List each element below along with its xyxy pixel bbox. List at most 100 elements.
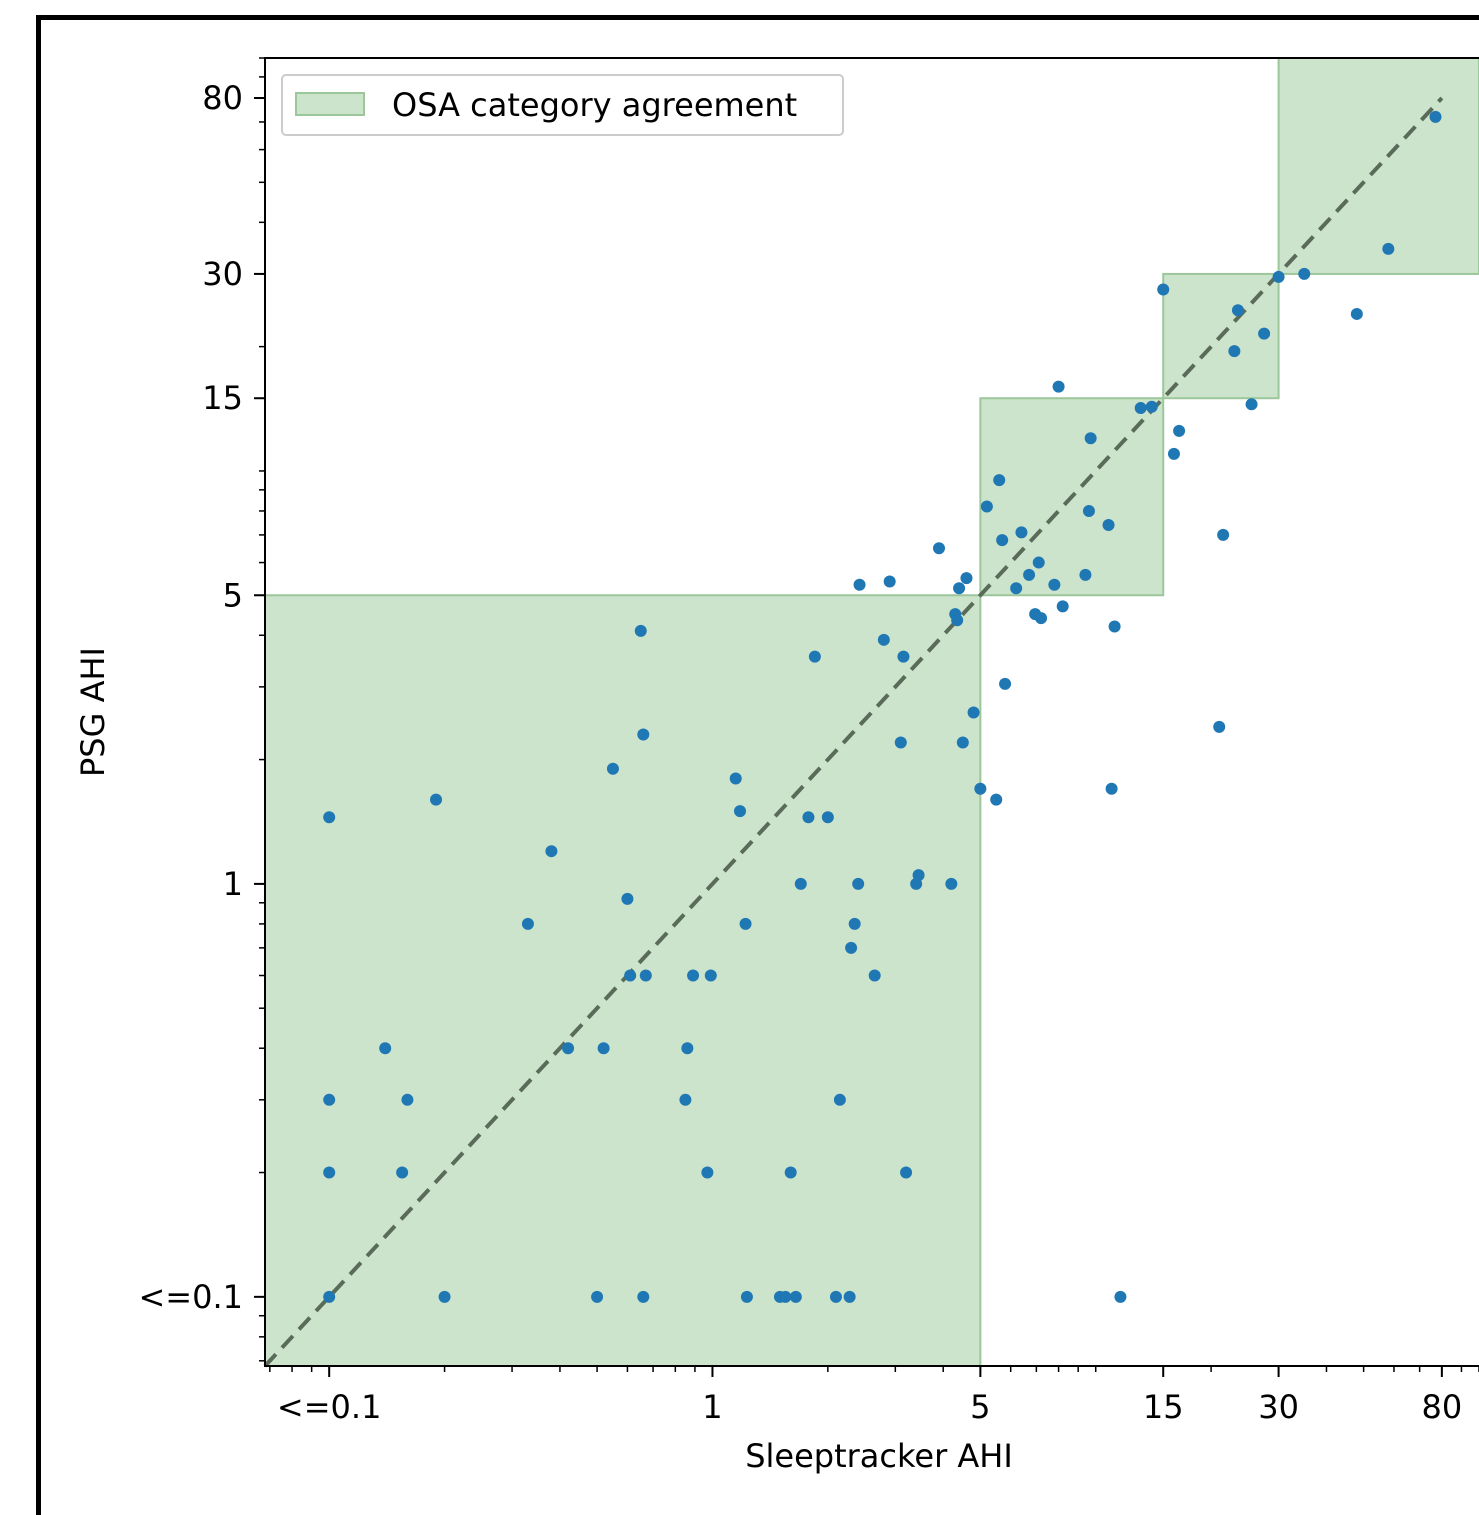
data-point	[1114, 1290, 1127, 1303]
data-point	[1048, 578, 1061, 591]
data-point	[1228, 345, 1241, 358]
data-point	[1157, 283, 1170, 296]
data-point	[894, 736, 907, 749]
data-point	[1052, 380, 1065, 393]
data-point	[848, 917, 861, 930]
data-point	[687, 969, 700, 982]
data-point	[323, 1290, 336, 1303]
data-point	[545, 845, 558, 858]
data-point	[853, 578, 866, 591]
data-point	[1010, 582, 1023, 595]
data-point	[1035, 612, 1048, 625]
data-point	[932, 542, 945, 555]
y-axis-title: PSG AHI	[74, 647, 112, 777]
data-point	[802, 811, 815, 824]
data-point	[1213, 720, 1226, 733]
legend-label: OSA category agreement	[392, 86, 797, 124]
data-point	[591, 1290, 604, 1303]
data-point	[562, 1042, 575, 1055]
data-point	[704, 969, 717, 982]
data-point	[396, 1166, 409, 1179]
legend-swatch	[295, 92, 365, 116]
data-point	[637, 728, 650, 741]
data-point	[323, 1166, 336, 1179]
data-point	[1173, 424, 1186, 437]
x-axis-ticks: <=0.1 1 5 15 30 80	[269, 1366, 1479, 1426]
data-point	[1084, 432, 1097, 445]
data-point	[597, 1042, 610, 1055]
data-point	[974, 782, 987, 795]
data-point	[967, 706, 980, 719]
data-point	[621, 892, 634, 905]
data-point	[1298, 267, 1311, 280]
data-point	[945, 877, 958, 890]
data-point	[624, 969, 637, 982]
data-point	[1015, 526, 1028, 539]
data-point	[808, 650, 821, 663]
data-point	[438, 1290, 451, 1303]
data-point	[868, 969, 881, 982]
data-point	[843, 1290, 856, 1303]
data-point	[1231, 304, 1244, 317]
data-point	[779, 1290, 792, 1303]
y-tick-label: 1	[223, 865, 243, 903]
data-point	[1082, 504, 1095, 517]
data-point	[897, 650, 910, 663]
data-point	[729, 772, 742, 785]
data-point	[784, 1166, 797, 1179]
figure-frame	[36, 15, 1479, 1515]
data-point	[956, 736, 969, 749]
data-point	[821, 811, 834, 824]
data-point	[323, 811, 336, 824]
y-tick-label: 80	[202, 79, 243, 117]
plot-area-border	[264, 57, 1479, 1367]
data-point	[990, 793, 1003, 806]
data-point	[1056, 600, 1069, 613]
identity-line-group	[263, 96, 1444, 1368]
x-tick-label: 15	[1143, 1388, 1184, 1426]
data-point	[877, 633, 890, 646]
legend-box	[281, 74, 844, 136]
data-point	[1145, 400, 1158, 413]
data-point	[606, 762, 619, 775]
data-point	[794, 877, 807, 890]
data-points	[323, 110, 1442, 1303]
data-point	[1102, 518, 1115, 531]
data-point	[430, 793, 443, 806]
legend: OSA category agreement	[281, 74, 844, 136]
data-point	[900, 1166, 913, 1179]
data-point	[953, 582, 966, 595]
data-point	[1258, 327, 1271, 340]
data-point	[679, 1093, 692, 1106]
data-point	[912, 869, 925, 882]
data-point	[833, 1093, 846, 1106]
identity-line	[263, 96, 1444, 1368]
y-tick-label: 5	[223, 576, 243, 614]
x-tick-label: 30	[1258, 1388, 1299, 1426]
data-point	[634, 624, 647, 637]
data-point	[1350, 307, 1363, 320]
data-point	[883, 575, 896, 588]
data-point	[639, 969, 652, 982]
data-point	[740, 1290, 753, 1303]
y-tick-label: 15	[202, 379, 243, 417]
x-tick-label: <=0.1	[277, 1388, 382, 1426]
data-point	[1217, 528, 1230, 541]
data-point	[951, 614, 964, 627]
data-point	[996, 534, 1009, 547]
data-point	[323, 1093, 336, 1106]
x-tick-label: 5	[970, 1388, 990, 1426]
data-point	[980, 500, 993, 513]
x-tick-label: 1	[702, 1388, 722, 1426]
data-point	[993, 474, 1006, 487]
data-point	[681, 1042, 694, 1055]
data-point	[401, 1093, 414, 1106]
data-point	[999, 677, 1012, 690]
y-tick-label: 30	[202, 255, 243, 293]
data-point	[960, 572, 973, 585]
data-point	[1167, 447, 1180, 460]
data-point	[1245, 398, 1258, 411]
data-point	[637, 1290, 650, 1303]
